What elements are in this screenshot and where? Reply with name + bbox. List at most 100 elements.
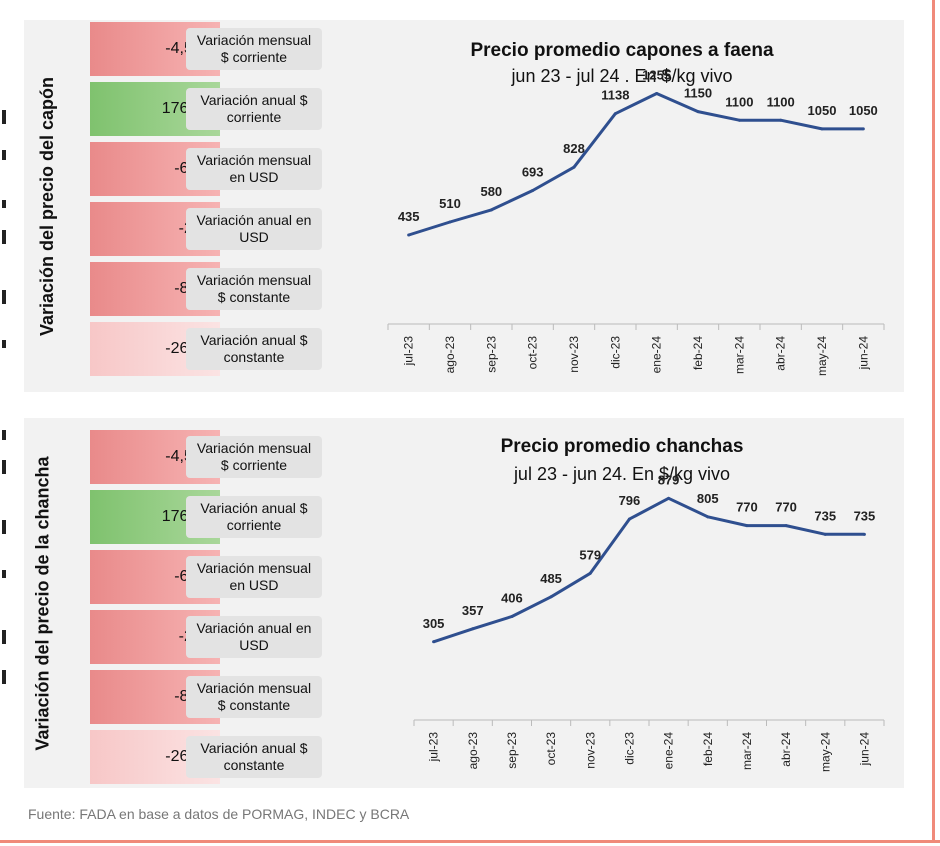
data-point xyxy=(667,496,671,500)
chancha-price-chart: Precio promedio chanchas jul 23 - jun 24.… xyxy=(413,436,885,772)
data-label: 1050 xyxy=(849,103,878,118)
variation-cell: -6,5%Variación mensual en USD xyxy=(90,142,326,196)
data-point xyxy=(471,627,475,631)
variation-cell: -28%Variación anual en USD xyxy=(90,202,326,256)
data-point xyxy=(489,208,493,212)
data-point xyxy=(779,118,783,122)
variation-description: Variación mensual $ corriente xyxy=(186,436,322,478)
data-point xyxy=(696,110,700,114)
capon-price-chart: Precio promedio capones a faena jun 23 - … xyxy=(387,40,885,376)
data-label: 357 xyxy=(462,603,484,618)
data-point xyxy=(861,127,865,131)
variation-description: Variación anual $ constante xyxy=(186,328,322,370)
data-label: 1138 xyxy=(601,88,629,103)
data-point xyxy=(745,524,749,528)
data-point xyxy=(432,640,436,644)
data-label: 485 xyxy=(540,571,562,586)
data-label: 828 xyxy=(563,141,585,156)
x-tick-label: mar-24 xyxy=(732,336,746,374)
data-point xyxy=(823,532,827,536)
data-label: 796 xyxy=(619,493,641,508)
variation-cell: -6,5%Variación mensual en USD xyxy=(90,550,326,604)
data-point xyxy=(407,233,411,237)
x-tick-label: feb-24 xyxy=(701,732,715,766)
price-line xyxy=(408,92,864,237)
data-point xyxy=(627,517,631,521)
data-point xyxy=(862,532,866,536)
variation-description: Variación anual en USD xyxy=(186,616,322,658)
capon-variation-cells: -4,55%Variación mensual $ corriente 176,3… xyxy=(90,22,326,382)
data-label: 735 xyxy=(814,508,836,523)
source-footer: Fuente: FADA en base a datos de PORMAG, … xyxy=(28,806,410,822)
left-edge-marks xyxy=(0,90,14,770)
data-point xyxy=(655,92,659,96)
data-point xyxy=(820,127,824,131)
data-label: 580 xyxy=(480,184,502,199)
right-accent-line xyxy=(932,0,935,843)
variation-description: Variación mensual en USD xyxy=(186,556,322,598)
data-point xyxy=(510,615,514,619)
variation-description: Variación anual $ corriente xyxy=(186,88,322,130)
data-label: 1150 xyxy=(684,86,712,101)
variation-cell: 176,3%Variación anual $ corriente xyxy=(90,82,326,136)
x-tick-label: abr-24 xyxy=(774,336,788,371)
x-tick-label: may-24 xyxy=(815,336,829,376)
chart-subtitle: jun 23 - jul 24 . En $/kg vivo xyxy=(510,66,732,86)
x-tick-label: abr-24 xyxy=(779,732,793,767)
data-point xyxy=(706,515,710,519)
x-tick-label: ago-23 xyxy=(466,732,480,770)
price-line xyxy=(433,496,865,644)
data-label: 805 xyxy=(697,491,719,506)
data-label: 1050 xyxy=(808,103,837,118)
x-tick-label: jul-23 xyxy=(402,336,416,367)
data-point xyxy=(549,595,553,599)
variation-description: Variación mensual $ corriente xyxy=(186,28,322,70)
data-label: 579 xyxy=(579,547,601,562)
x-tick-label: jun-24 xyxy=(856,336,870,371)
x-tick-label: oct-23 xyxy=(526,336,540,370)
x-tick-label: dic-23 xyxy=(608,336,622,369)
data-label: 435 xyxy=(398,209,420,224)
chancha-panel: Variación del precio de la chancha -4,55… xyxy=(24,418,904,788)
chancha-side-label: Variación del precio de la chancha xyxy=(32,456,53,751)
x-tick-label: feb-24 xyxy=(691,336,705,370)
capon-side-label: Variación del precio del capón xyxy=(37,76,58,337)
data-point xyxy=(448,220,452,224)
variation-description: Variación mensual en USD xyxy=(186,148,322,190)
data-label: 879 xyxy=(658,472,680,487)
data-label: 693 xyxy=(522,164,544,179)
data-point xyxy=(572,165,576,169)
x-tick-label: sep-23 xyxy=(505,732,519,769)
data-label: 1100 xyxy=(725,94,753,109)
chart-title: Precio promedio capones a faena xyxy=(470,40,773,61)
data-point xyxy=(784,524,788,528)
variation-cell: -26,6%Variación anual $ constante xyxy=(90,322,326,376)
data-label: 770 xyxy=(775,500,797,515)
x-tick-label: ago-23 xyxy=(443,336,457,374)
data-label: 510 xyxy=(439,196,461,211)
variation-description: Variación anual en USD xyxy=(186,208,322,250)
x-tick-label: nov-23 xyxy=(567,336,581,373)
variation-cell: -4,55%Variación mensual $ corriente xyxy=(90,22,326,76)
x-tick-label: dic-23 xyxy=(622,732,636,765)
data-point xyxy=(531,188,535,192)
variation-description: Variación mensual $ constante xyxy=(186,268,322,310)
data-label: 735 xyxy=(854,508,876,523)
x-tick-label: jul-23 xyxy=(427,732,441,763)
variation-cell: -8,4%Variación mensual $ constante xyxy=(90,670,326,724)
x-tick-label: oct-23 xyxy=(544,732,558,766)
data-label: 1255 xyxy=(642,68,671,83)
data-label: 406 xyxy=(501,591,523,606)
x-tick-label: nov-23 xyxy=(583,732,597,769)
bottom-accent-line xyxy=(0,840,940,843)
variation-cell: 176,3%Variación anual $ corriente xyxy=(90,490,326,544)
x-tick-label: mar-24 xyxy=(740,732,754,770)
x-tick-label: may-24 xyxy=(818,732,832,772)
data-label: 770 xyxy=(736,500,758,515)
variation-description: Variación anual $ constante xyxy=(186,736,322,778)
chart-title: Precio promedio chanchas xyxy=(501,436,744,457)
data-point xyxy=(588,571,592,575)
variation-description: Variación mensual $ constante xyxy=(186,676,322,718)
x-tick-label: sep-23 xyxy=(484,336,498,373)
data-point xyxy=(737,118,741,122)
